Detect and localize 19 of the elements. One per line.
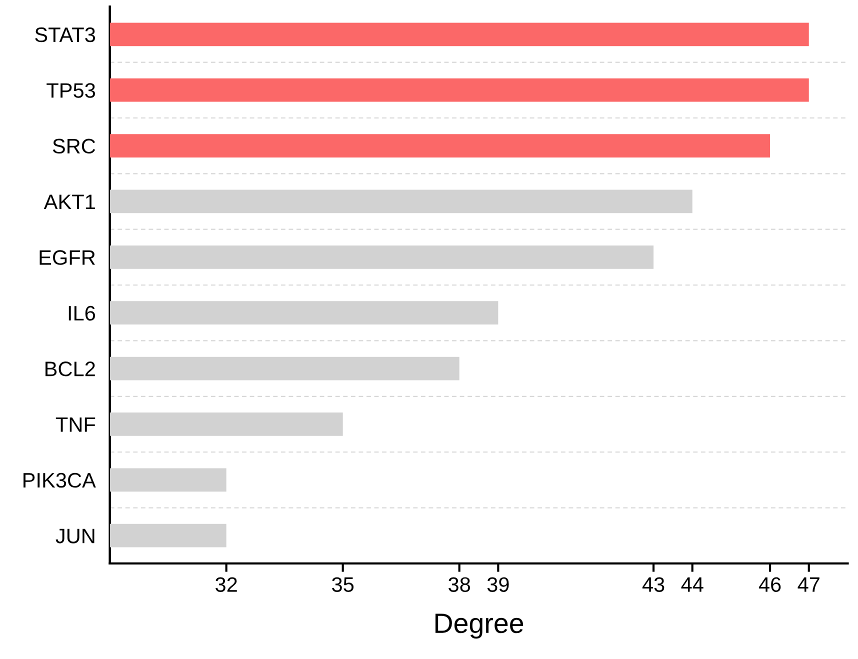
y-tick-label: STAT3 xyxy=(35,27,96,42)
y-tick-label: SRC xyxy=(52,138,96,154)
y-tick-label: TP53 xyxy=(46,83,96,98)
x-tick-label: 43 xyxy=(642,577,664,592)
x-tick-label: 44 xyxy=(681,577,704,592)
x-tick-label: 38 xyxy=(448,577,470,592)
y-tick-label: EGFR xyxy=(40,250,95,265)
y-tick-label: IL6 xyxy=(68,306,96,321)
y-tick-label: PIK3CA xyxy=(24,472,96,488)
x-tick-label: 47 xyxy=(798,577,820,592)
x-tick-label: 46 xyxy=(758,577,781,592)
x-tick-label: 32 xyxy=(216,577,237,592)
y-tick-label: TNF xyxy=(56,417,96,432)
y-tick-label: BCL2 xyxy=(46,362,95,376)
x-tick-label: 35 xyxy=(332,577,354,592)
y-tick-label: JUN xyxy=(56,528,94,544)
x-tick-label: 39 xyxy=(487,577,509,592)
y-tick-label: AKT1 xyxy=(44,194,95,210)
x-axis-title: Degree xyxy=(435,614,524,639)
